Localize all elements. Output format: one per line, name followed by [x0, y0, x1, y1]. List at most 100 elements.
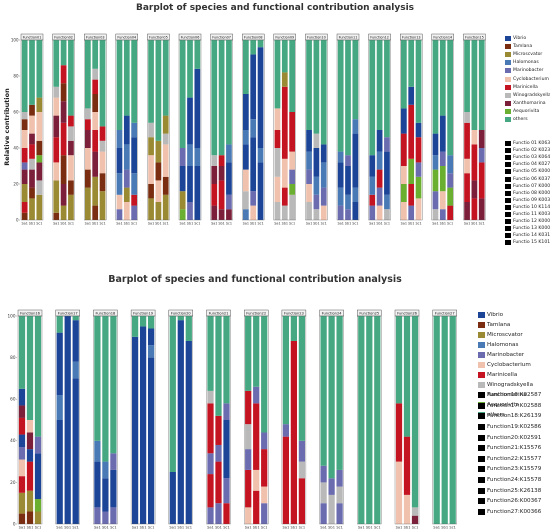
- sample-label: Sa1: [116, 222, 122, 226]
- bar-segment-vibrio: [257, 47, 264, 149]
- bar-segment-others: [26, 316, 34, 420]
- bar-segment-vibrio: [376, 130, 383, 152]
- bar-segment-cyclobacterium: [401, 166, 407, 184]
- bar-segment-winogradskyella: [68, 126, 74, 141]
- sample-label: Sa1: [211, 222, 217, 226]
- legend-swatch: [505, 84, 511, 90]
- facet-label: Function25: [359, 311, 379, 315]
- bar-segment-marinobacter: [320, 503, 327, 524]
- bar-segment-vibrio: [102, 478, 109, 512]
- bar-segment-others: [376, 40, 383, 130]
- legend-swatch: [478, 372, 485, 378]
- facet-frame: [305, 39, 328, 221]
- bar-segment-others: [131, 40, 137, 123]
- bar-segment-halomonas: [116, 173, 123, 195]
- bar-segment-marinobacter: [102, 511, 109, 524]
- bar-segment-marinobacter: [179, 148, 186, 166]
- bar-segment-cyclobacterium: [21, 130, 28, 148]
- bar-segment-winogradskyella: [274, 202, 281, 220]
- bar-segment-vibrio: [94, 461, 101, 508]
- facet-label: Function10: [307, 35, 326, 39]
- facet-function18: Function18 Sa1 Sb1 Sc1: [93, 309, 118, 530]
- sample-label: Sa1: [433, 526, 440, 530]
- legend-swatch: [505, 60, 511, 66]
- bar-segment-marinobacter: [320, 465, 327, 483]
- function-label: Functio 12 K00079: [513, 219, 550, 225]
- bar-segment-marinicella: [369, 194, 376, 206]
- function-label: Functio 05 K00078: [513, 169, 550, 175]
- bar-segment-vibrio: [18, 434, 26, 448]
- sample-label: Sc1: [479, 222, 485, 226]
- bar-segment-winogradskyella: [274, 148, 281, 177]
- sample-label: Sb1: [27, 526, 34, 530]
- bar-segment-others: [320, 316, 327, 466]
- function-legend-item: Functio 14 K03186: [505, 232, 550, 239]
- bar-segment-halomonas: [243, 209, 249, 220]
- bar-segment-others: [99, 40, 106, 127]
- bar-segment-marinicella: [131, 194, 137, 206]
- bar-segment-others: [207, 316, 214, 391]
- bar-segment-marinobacter: [261, 432, 268, 450]
- bar-segment-vibrio: [177, 320, 184, 524]
- facet-frame: [147, 39, 170, 221]
- bar-segment-others: [53, 40, 60, 87]
- legend-label: others: [513, 117, 528, 123]
- bar-segment-marinobacter: [447, 173, 453, 188]
- bar-segment-aequorivita: [34, 499, 42, 512]
- bar-segment-xanthomarina: [218, 166, 225, 181]
- bar-segment-vibrio: [226, 162, 232, 195]
- facet-frame: [368, 39, 391, 221]
- bar-segment-vibrio: [352, 133, 359, 188]
- bar-segment-others: [169, 316, 176, 472]
- legend-label: Tamlana: [513, 43, 533, 49]
- bar-segment-winogradskyella: [207, 390, 214, 404]
- bar-segment-xanthomarina: [29, 169, 35, 188]
- bar-segment-others: [215, 316, 222, 416]
- bar-segment-cyclobacterium: [274, 176, 281, 202]
- bar-segment-others: [313, 40, 320, 134]
- bar-segment-halomonas: [56, 395, 63, 420]
- bar-segment-vibrio: [337, 162, 344, 188]
- bar-segment-winogradskyella: [36, 180, 43, 195]
- function-legend-item: Functio 10 K11419: [505, 204, 550, 211]
- bar-segment-vibrio: [415, 122, 422, 138]
- bar-segment-others: [36, 40, 43, 98]
- facet-frame: [17, 315, 43, 525]
- legend-label: Aequorivita: [487, 402, 520, 408]
- bar-segment-marinobacter: [261, 503, 268, 524]
- bar-segment-cyclobacterium: [306, 184, 312, 202]
- bar-segment-winogradskyella: [245, 424, 252, 450]
- bar-segment-cyclobacterium: [36, 112, 43, 141]
- bar-segment-vibrio: [56, 420, 63, 524]
- bar-segment-marinobacter: [18, 447, 26, 460]
- bar-segment-marinobacter: [131, 205, 137, 220]
- facet-function10: Function10 Sa1 Sb1 Sc1: [305, 33, 328, 226]
- function-swatch: [478, 424, 485, 431]
- bar-segment-others: [449, 316, 456, 524]
- sample-label: Sc1: [336, 526, 343, 530]
- bar-segment-cyclobacterium: [320, 205, 327, 220]
- bar-segment-xanthomarina: [464, 202, 470, 220]
- legend-label: Xanthomarina: [487, 392, 527, 398]
- bar-segment-xanthomarina: [60, 101, 67, 123]
- legend-label: Marinicella: [487, 372, 518, 378]
- bar-segment-vibrio: [123, 115, 130, 145]
- sample-label: Sc1: [289, 222, 295, 226]
- bar-segment-marinicella: [274, 130, 281, 148]
- bar-segment-marinicella: [403, 436, 411, 495]
- legend-item-marinobacter: Marinobacter: [478, 350, 533, 360]
- bar-segment-halomonas: [432, 155, 439, 170]
- bar-segment-marinobacter: [123, 169, 130, 188]
- bar-segment-vibrio: [352, 202, 359, 220]
- bar-segment-vibrio: [369, 155, 376, 177]
- bar-segment-marinicella: [218, 155, 225, 166]
- bar-segment-others: [384, 40, 390, 138]
- bar-segment-vibrio: [185, 340, 192, 524]
- sample-label: Sa1: [243, 222, 249, 226]
- function-label: Functio 07 K00071: [513, 183, 550, 189]
- bar-segment-vibrio: [187, 166, 193, 202]
- bar-segment-microscvator: [60, 205, 67, 220]
- bar-segment-others: [415, 40, 422, 123]
- bar-segment-marinobacter: [116, 209, 123, 220]
- bar-segment-marinobacter: [250, 191, 257, 206]
